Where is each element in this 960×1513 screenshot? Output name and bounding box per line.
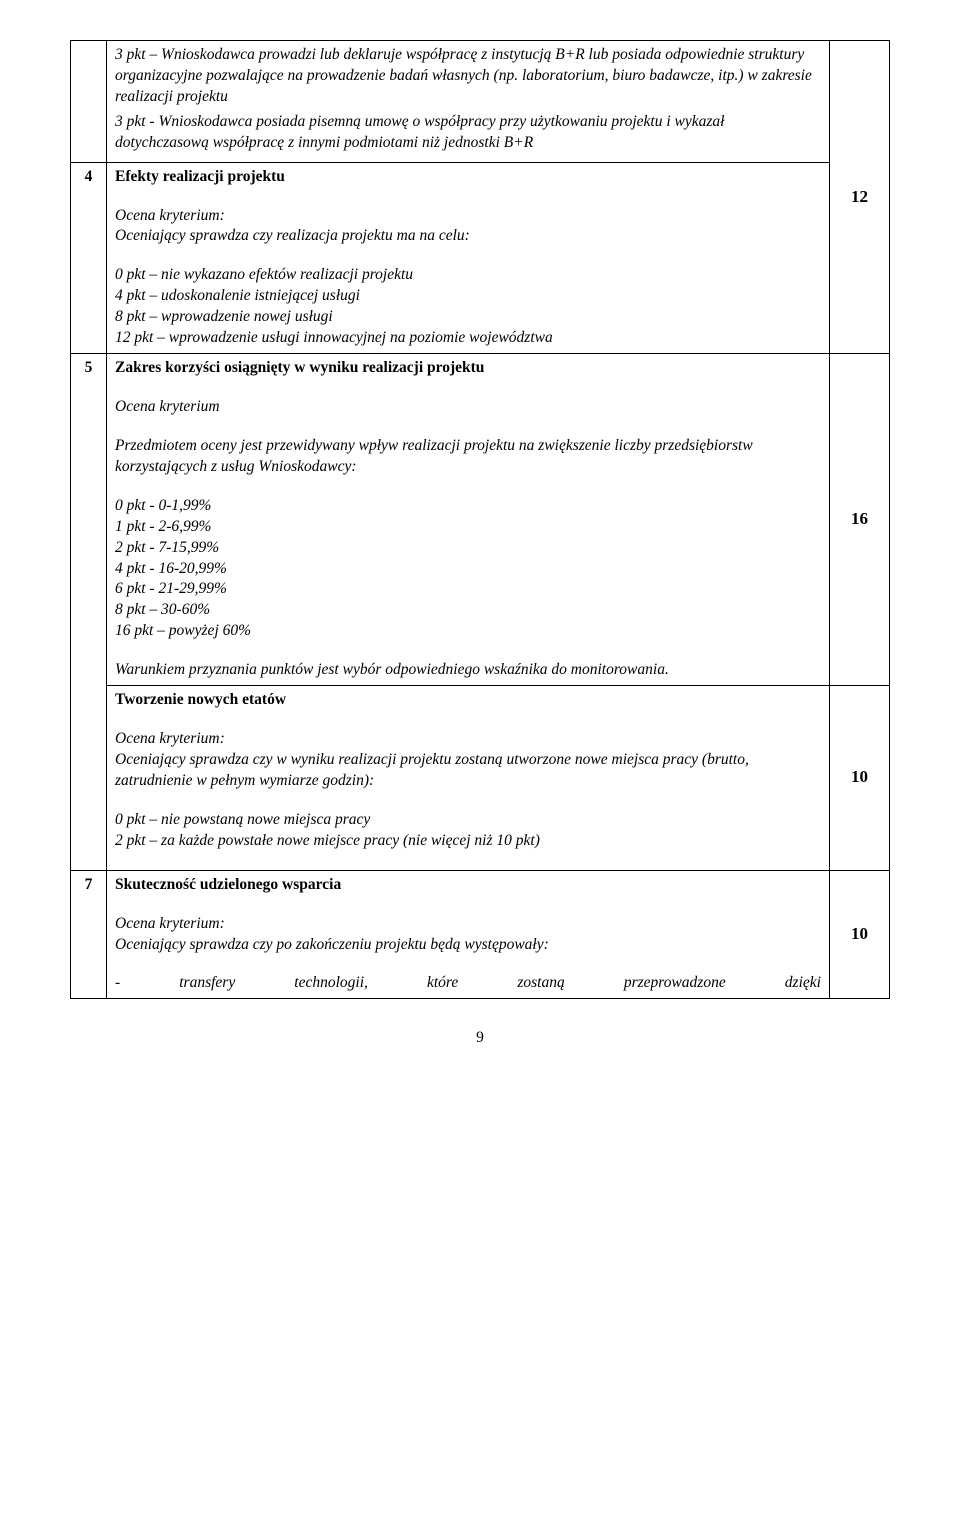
- row3-justified-line: - transfery technologii, które zostaną p…: [115, 973, 821, 994]
- row1-l4: 12 pkt – wprowadzenie usługi innowacyjne…: [115, 328, 821, 349]
- row-content-cell: Efekty realizacji projektu Ocena kryteri…: [107, 162, 830, 353]
- row2-sub3: Ocena kryterium:: [115, 729, 821, 750]
- row2-points2: 10: [830, 686, 890, 871]
- row1-num: 4: [71, 162, 107, 353]
- row2-num: 5: [71, 354, 107, 871]
- row3-sub2: Oceniający sprawdza czy po zakończeniu p…: [115, 935, 821, 956]
- row2-sub1: Ocena kryterium: [115, 397, 821, 418]
- row-content-cell: Zakres korzyści osiągnięty w wyniku real…: [107, 354, 830, 686]
- row1-p1: 3 pkt – Wnioskodawca prowadzi lub deklar…: [115, 45, 821, 108]
- jt6: dzięki: [785, 973, 821, 994]
- row2-l4: 4 pkt - 16-20,99%: [115, 559, 821, 580]
- row1-sub1: Ocena kryterium:: [115, 206, 821, 227]
- row1-l2: 4 pkt – udoskonalenie istniejącej usługi: [115, 286, 821, 307]
- row2-sub4: Oceniający sprawdza czy w wyniku realiza…: [115, 750, 821, 792]
- row1-heading: Efekty realizacji projektu: [115, 167, 821, 188]
- table-row: 3 pkt – Wnioskodawca prowadzi lub deklar…: [71, 41, 890, 163]
- table-row: 5 Zakres korzyści osiągnięty w wyniku re…: [71, 354, 890, 686]
- row2-heading2: Tworzenie nowych etatów: [115, 690, 821, 711]
- row2-heading: Zakres korzyści osiągnięty w wyniku real…: [115, 358, 821, 379]
- row2-l6: 8 pkt – 30-60%: [115, 600, 821, 621]
- jt5: przeprowadzone: [624, 973, 726, 994]
- jt4: zostaną: [517, 973, 564, 994]
- row-content-cell: Skuteczność udzielonego wsparcia Ocena k…: [107, 870, 830, 999]
- row3-points: 10: [830, 870, 890, 999]
- row-content-cell: 3 pkt – Wnioskodawca prowadzi lub deklar…: [107, 41, 830, 163]
- row1-p2: 3 pkt - Wnioskodawca posiada pisemną umo…: [115, 112, 821, 154]
- table-row: 7 Skuteczność udzielonego wsparcia Ocena…: [71, 870, 890, 999]
- row2-sub2: Przedmiotem oceny jest przewidywany wpły…: [115, 436, 821, 478]
- jt1: transfery: [179, 973, 235, 994]
- row2-l7: 16 pkt – powyżej 60%: [115, 621, 821, 642]
- jt0: -: [115, 973, 120, 994]
- row2-l9: 2 pkt – za każde powstałe nowe miejsce p…: [115, 831, 821, 852]
- row1-l1: 0 pkt – nie wykazano efektów realizacji …: [115, 265, 821, 286]
- row2-footer: Warunkiem przyznania punktów jest wybór …: [115, 660, 821, 681]
- row2-l8: 0 pkt – nie powstaną nowe miejsca pracy: [115, 810, 821, 831]
- row2-l3: 2 pkt - 7-15,99%: [115, 538, 821, 559]
- jt2: technologii,: [294, 973, 368, 994]
- criteria-table: 3 pkt – Wnioskodawca prowadzi lub deklar…: [70, 40, 890, 999]
- row1-points: 12: [830, 41, 890, 354]
- row-content-cell: Tworzenie nowych etatów Ocena kryterium:…: [107, 686, 830, 871]
- row3-heading: Skuteczność udzielonego wsparcia: [115, 875, 821, 896]
- table-row: 4 Efekty realizacji projektu Ocena kryte…: [71, 162, 890, 353]
- row2-points1: 16: [830, 354, 890, 686]
- row3-num: 7: [71, 870, 107, 999]
- table-row: Tworzenie nowych etatów Ocena kryterium:…: [71, 686, 890, 871]
- row3-sub1: Ocena kryterium:: [115, 914, 821, 935]
- row2-l2: 1 pkt - 2-6,99%: [115, 517, 821, 538]
- page-number: 9: [70, 1029, 890, 1047]
- row1-l3: 8 pkt – wprowadzenie nowej usługi: [115, 307, 821, 328]
- row2-l5: 6 pkt - 21-29,99%: [115, 579, 821, 600]
- row1-sub2: Oceniający sprawdza czy realizacja proje…: [115, 226, 821, 247]
- row-num-empty: [71, 41, 107, 163]
- row2-l1: 0 pkt - 0-1,99%: [115, 496, 821, 517]
- jt3: które: [427, 973, 458, 994]
